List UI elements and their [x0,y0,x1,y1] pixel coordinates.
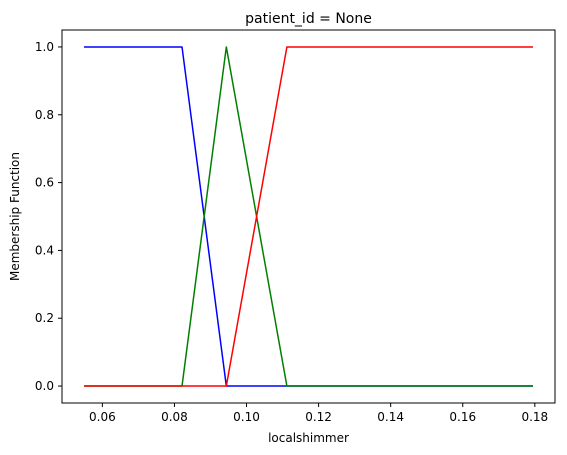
x-axis-label: localshimmer [268,431,349,445]
x-axis: 0.06 0.08 0.10 0.12 0.14 0.16 0.18 [89,403,548,424]
x-tick-label: 0.16 [449,410,476,424]
axes-frame [61,29,556,404]
series-line-2 [83,46,534,387]
x-tick-label: 0.08 [161,410,188,424]
x-tick-label: 0.12 [305,410,332,424]
y-tick-label: 0.4 [35,243,54,257]
plot-lines [83,46,534,387]
series-line-1 [83,46,534,387]
chart-title: patient_id = None [245,11,372,27]
y-tick-label: 0.0 [35,379,54,393]
y-tick-label: 0.2 [35,311,54,325]
series-line-3 [83,46,534,387]
x-tick-label: 0.10 [233,410,260,424]
y-tick-label: 1.0 [35,40,54,54]
x-tick-label: 0.18 [521,410,548,424]
y-axis-label: Membership Function [8,152,22,281]
x-tick-label: 0.14 [377,410,404,424]
x-tick-label: 0.06 [89,410,116,424]
y-tick-label: 0.6 [35,176,54,190]
y-tick-label: 0.8 [35,108,54,122]
y-axis: 0.0 0.2 0.4 0.6 0.8 1.0 [35,40,62,393]
